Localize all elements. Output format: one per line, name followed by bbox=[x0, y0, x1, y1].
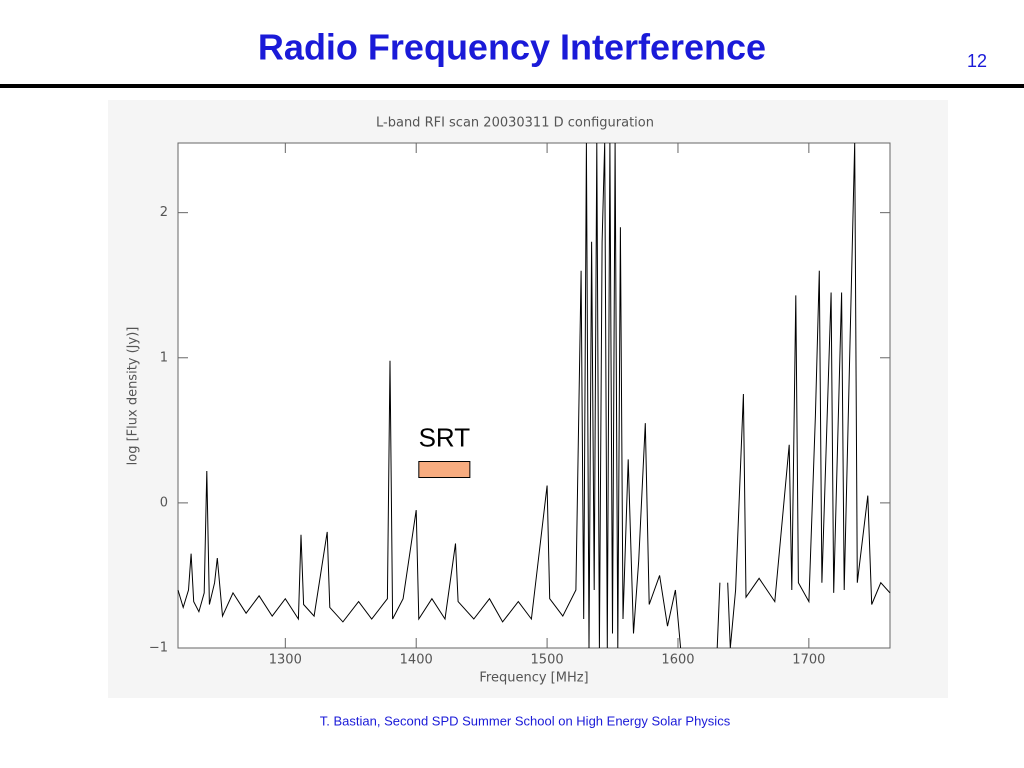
x-tick-label: 1300 bbox=[269, 653, 302, 668]
data-line bbox=[177, 142, 891, 649]
y-tick-label: 1 bbox=[160, 350, 168, 365]
x-tick-label: 1600 bbox=[661, 653, 694, 668]
x-tick-label: 1700 bbox=[792, 653, 825, 668]
page-number: 12 bbox=[967, 51, 987, 71]
y-tick-label: −1 bbox=[149, 641, 168, 656]
x-tick-label: 1500 bbox=[531, 653, 564, 668]
x-axis-label: Frequency [MHz] bbox=[479, 671, 588, 686]
y-axis-label: log [Flux density (Jy)] bbox=[126, 327, 141, 466]
y-tick-label: 2 bbox=[160, 205, 168, 220]
footer: T. Bastian, Second SPD Summer School on … bbox=[320, 713, 731, 728]
annotation-band bbox=[418, 461, 471, 479]
plot-frame bbox=[177, 142, 891, 649]
slide-title: Radio Frequency Interference bbox=[258, 27, 766, 68]
title-rule bbox=[0, 84, 1024, 88]
annotation-label: SRT bbox=[419, 422, 471, 452]
chart-title: L-band RFI scan 20030311 D configuration bbox=[376, 116, 654, 131]
x-tick-label: 1400 bbox=[400, 653, 433, 668]
y-tick-label: 0 bbox=[160, 495, 168, 510]
